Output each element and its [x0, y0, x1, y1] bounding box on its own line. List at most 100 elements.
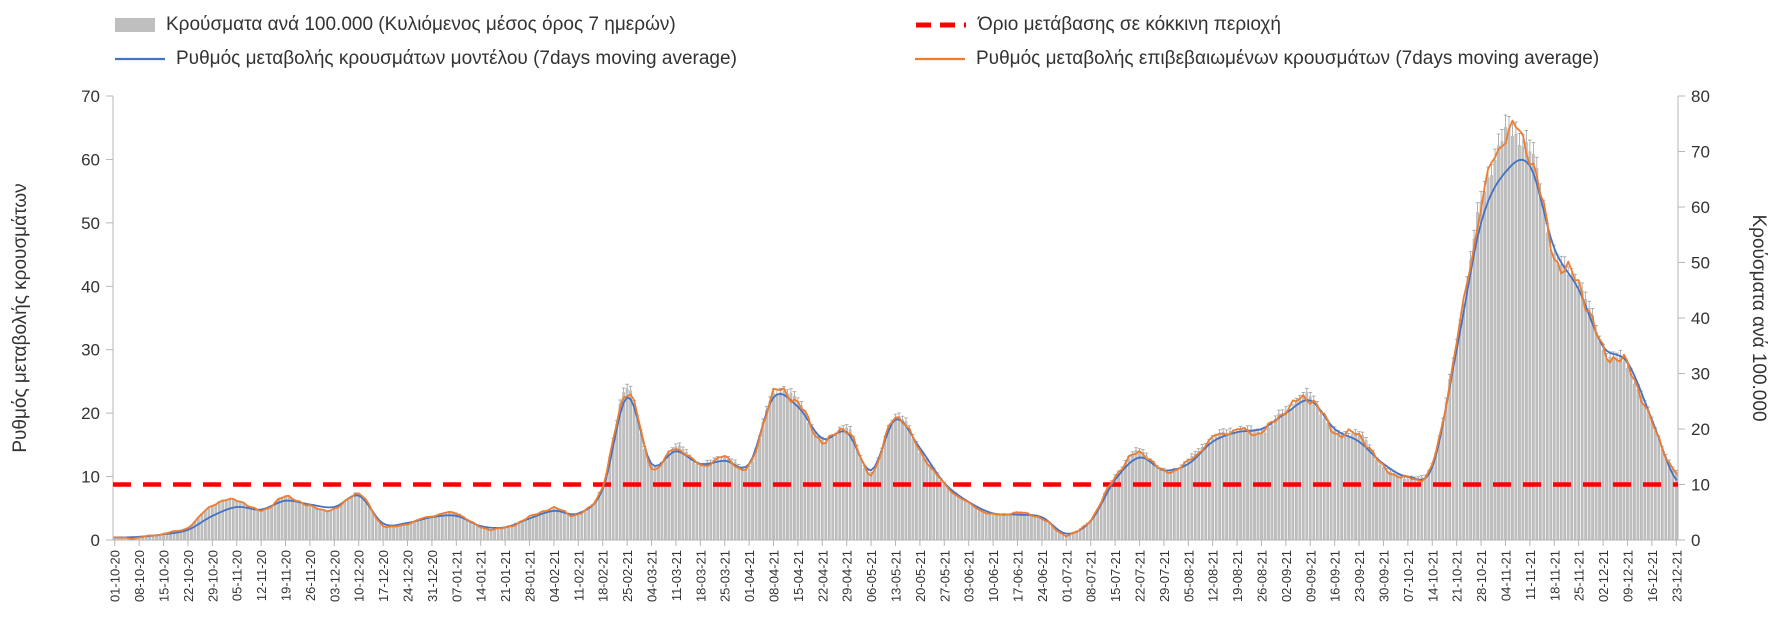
- bar: [1071, 533, 1075, 541]
- bar: [873, 470, 876, 541]
- left-axis-tick-label: 50: [81, 214, 100, 233]
- gray-bar-legend-icon: [115, 18, 155, 32]
- bar: [1131, 454, 1134, 541]
- bar: [542, 510, 545, 541]
- bar: [1305, 392, 1309, 541]
- right-axis-title: Κρούσματα ανά 100.000: [1748, 214, 1769, 421]
- bar: [922, 457, 925, 541]
- x-axis-tick-label: 07-10-21: [1401, 550, 1416, 602]
- right-axis-tick-label: 50: [1691, 254, 1710, 273]
- bar: [332, 508, 336, 541]
- bar: [946, 488, 950, 541]
- bar: [671, 450, 674, 541]
- x-axis-tick-label: 15-07-21: [1108, 550, 1123, 602]
- bar: [726, 458, 730, 541]
- bar: [221, 499, 225, 541]
- bar: [346, 498, 350, 541]
- x-axis-tick-label: 08-10-20: [132, 550, 147, 602]
- bar: [1622, 361, 1626, 541]
- bar: [1124, 462, 1127, 541]
- bar: [834, 435, 838, 541]
- bar: [911, 437, 915, 541]
- bar: [590, 503, 594, 541]
- bar: [1274, 419, 1277, 541]
- bars-series-cases-per-100k: [113, 127, 1678, 541]
- bar: [458, 513, 462, 541]
- bar: [423, 517, 427, 541]
- bar: [737, 466, 740, 541]
- bar: [786, 393, 789, 541]
- bar: [1197, 451, 1201, 541]
- bar: [1357, 434, 1361, 541]
- bar: [284, 495, 287, 541]
- bar: [942, 483, 946, 541]
- bar: [991, 513, 995, 541]
- bar: [1368, 447, 1371, 541]
- x-axis-tick-label: 02-12-21: [1596, 550, 1611, 602]
- bar: [625, 388, 629, 541]
- bar: [733, 462, 737, 541]
- bar: [245, 504, 249, 541]
- legend-label-threshold: Όριο μετάβασης σε κόκκινη περιοχή: [978, 14, 1281, 35]
- bar: [507, 525, 510, 541]
- bar: [566, 512, 570, 541]
- x-axis-tick-label: 24-12-20: [401, 550, 416, 602]
- bar: [1563, 264, 1567, 541]
- bar: [1308, 396, 1312, 541]
- bar: [1214, 437, 1218, 541]
- bar: [1608, 357, 1612, 541]
- bar: [552, 508, 556, 541]
- bar: [1110, 482, 1113, 541]
- bar: [820, 439, 824, 541]
- x-axis-tick-label: 17-06-21: [1011, 550, 1026, 602]
- x-axis-tick-label: 04-03-21: [645, 550, 660, 602]
- x-axis-tick-label: 21-10-21: [1450, 550, 1465, 602]
- confirmed-rate-line: [113, 119, 1678, 540]
- x-axis-tick-label: 31-12-20: [425, 550, 440, 602]
- bar: [1089, 519, 1093, 541]
- bar: [1385, 470, 1389, 541]
- bar: [521, 521, 524, 541]
- bar: [1037, 517, 1040, 541]
- bar: [472, 524, 476, 541]
- bar: [1085, 522, 1089, 541]
- bar: [1005, 514, 1009, 541]
- legend-item-confirmed-line: Ρυθμός μεταβολής επιβεβαιωμένων κρουσμάτ…: [915, 48, 1675, 70]
- bar: [897, 416, 901, 541]
- bar: [929, 466, 932, 541]
- bar: [231, 499, 235, 541]
- bar: [674, 446, 678, 541]
- bar: [904, 421, 908, 541]
- bar: [1514, 133, 1518, 541]
- bar: [339, 504, 343, 541]
- x-axis-tick-label: 05-11-20: [230, 550, 245, 601]
- bar: [1486, 177, 1490, 541]
- bar: [1504, 127, 1507, 541]
- bar: [1298, 399, 1302, 541]
- bar: [301, 503, 305, 541]
- bar: [963, 499, 967, 541]
- bar: [618, 403, 622, 541]
- bar: [1047, 522, 1051, 541]
- bar: [266, 507, 270, 541]
- bar: [1538, 194, 1542, 541]
- bar: [148, 536, 151, 541]
- legend-item-threshold: Όριο μετάβασης σε κόκκινη περιοχή: [915, 14, 1675, 36]
- bar: [1500, 141, 1504, 541]
- bar: [1476, 212, 1479, 541]
- bar: [1120, 468, 1124, 541]
- x-axis-tick-label: 22-07-21: [1133, 550, 1148, 602]
- bar: [374, 517, 378, 541]
- bar: [1403, 478, 1406, 541]
- bar: [514, 522, 517, 541]
- x-axis-tick-label: 22-10-20: [181, 550, 196, 602]
- bar: [1416, 478, 1420, 541]
- bar: [360, 496, 364, 541]
- x-axis-tick-label: 06-05-21: [864, 550, 879, 602]
- bar: [1640, 395, 1643, 541]
- bar: [162, 532, 165, 541]
- bar: [1204, 446, 1208, 541]
- legend-row-1: Κρούσματα ανά 100.000 (Κυλιόμενος μέσος …: [115, 8, 1675, 42]
